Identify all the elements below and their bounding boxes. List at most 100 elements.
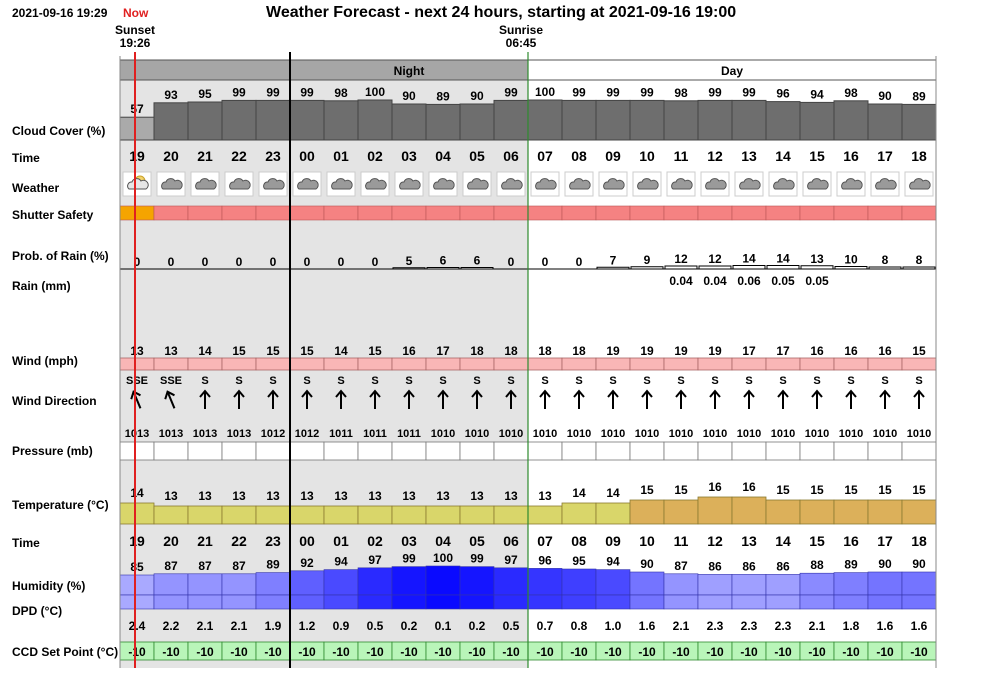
wind-direction-value: SSE [160,375,182,387]
temperature-value: 13 [470,489,484,503]
dpd-bar [357,594,393,610]
hour-label: 14 [775,148,791,164]
pressure-value: 1010 [703,428,727,440]
humidity-bar [425,565,461,596]
cloud-bar [119,116,155,141]
hour-label: 13 [741,148,757,164]
rain-mm-value: 0.04 [703,274,727,288]
cloud-value: 90 [402,89,416,103]
dpd-value: 1.2 [299,619,316,633]
shutter-cell [323,205,359,221]
wind-arrow-icon [403,389,415,409]
shutter-cell [663,205,699,221]
temperature-bar [119,502,155,525]
temperature-value: 14 [606,486,620,500]
hour-label: 08 [571,148,587,164]
cloud-bar [799,101,835,141]
ccd-value: -10 [638,645,656,659]
humidity-value: 94 [334,555,348,569]
cloud-value: 89 [912,89,926,103]
temperature-value: 13 [300,489,314,503]
pressure-cell [833,441,869,461]
temperature-bar [561,502,597,525]
dpd-bar [255,594,291,610]
pressure-cell [153,441,189,461]
arrow-head [573,389,585,398]
wind-bar [561,357,597,371]
arrow-head [369,389,381,398]
pressure-value: 1010 [533,428,557,440]
rain-prob-value: 0 [236,255,243,269]
cloudy-icon [156,171,186,197]
cloud-shape [433,178,455,190]
rain-prob-value: 0 [542,255,549,269]
cloud-bar [153,102,189,141]
cloud-value: 98 [844,86,858,100]
hour-label: 22 [231,148,247,164]
dpd-value: 0.9 [333,619,350,633]
hour-label: 09 [605,148,621,164]
rain-prob-value: 7 [610,253,617,267]
dpd-value: 2.1 [231,619,248,633]
cloud-shape [161,178,183,190]
temperature-bar [731,496,767,525]
wind-bar [459,357,495,371]
wind-direction-value: S [269,375,276,387]
arrow-head [267,389,279,398]
cloudy-icon [326,171,356,197]
pressure-value: 1010 [873,428,897,440]
row-label-weather: Weather [12,181,59,195]
day-band-label: Day [721,64,743,78]
wind-bar [629,357,665,371]
hour-label-2: 04 [435,533,451,549]
pressure-cell [221,441,257,461]
cloud-shape [297,178,319,190]
cloudy-icon [768,171,798,197]
pressure-value: 1010 [567,428,591,440]
ccd-value: -10 [128,645,146,659]
ccd-value: -10 [298,645,316,659]
humidity-value: 96 [538,553,552,567]
row-label-shutter-safety: Shutter Safety [12,208,94,222]
cloud-bar [663,100,699,141]
rain-mm-value: 0.05 [805,274,829,288]
dpd-bar [799,594,835,610]
cloudy-icon [292,171,322,197]
wind-value: 16 [844,344,858,358]
humidity-bar [799,572,835,596]
rain-prob-value: 10 [844,253,858,267]
pressure-cell [527,441,563,461]
wind-direction-value: S [507,375,514,387]
cloud-shape [739,178,761,190]
ccd-value: -10 [740,645,758,659]
row-label-ccd: CCD Set Point (°C) [12,645,118,659]
cloudy-icon [258,171,288,197]
wind-bar [765,357,801,371]
row-label-wind-direction: Wind Direction [12,394,97,408]
cloud-shape [263,178,285,190]
wind-bar [799,357,835,371]
shutter-cell [527,205,563,221]
row-label-cloud-cover: Cloud Cover (%) [12,124,105,138]
cloud-shape [807,178,829,190]
pressure-cell [663,441,699,461]
sunset-label: Sunset [114,23,155,37]
humidity-bar [289,570,325,596]
arrow-head [913,389,925,398]
cloud-value: 98 [674,86,688,100]
ccd-value: -10 [672,645,690,659]
temperature-value: 15 [640,483,654,497]
pressure-cell [255,441,291,461]
cloudy-icon [530,171,560,197]
ccd-value: -10 [332,645,350,659]
wind-value: 18 [470,344,484,358]
ccd-value: -10 [196,645,214,659]
humidity-value: 87 [232,559,246,573]
humidity-bar [527,568,563,596]
ccd-value: -10 [876,645,894,659]
dpd-value: 1.8 [843,619,860,633]
humidity-value: 86 [742,559,756,573]
shutter-cell [867,205,903,221]
hour-label-2: 14 [775,533,791,549]
